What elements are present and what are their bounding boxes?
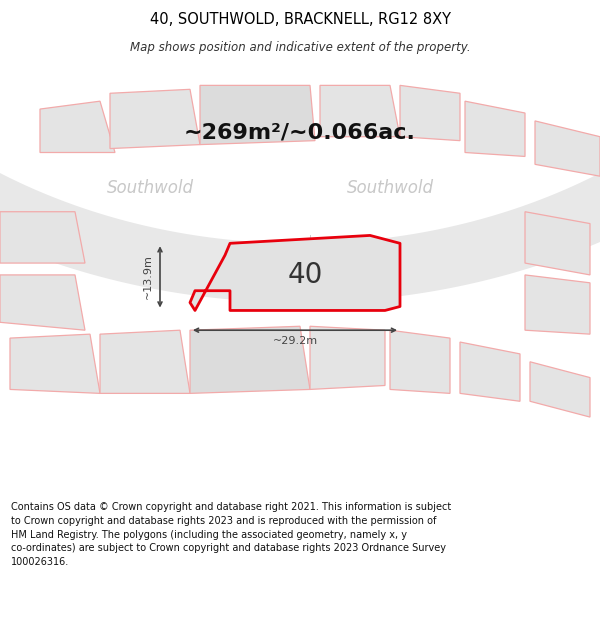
Polygon shape — [400, 86, 460, 141]
Polygon shape — [40, 101, 115, 152]
Polygon shape — [465, 101, 525, 156]
Text: Contains OS data © Crown copyright and database right 2021. This information is : Contains OS data © Crown copyright and d… — [11, 503, 451, 567]
Text: 40, SOUTHWOLD, BRACKNELL, RG12 8XY: 40, SOUTHWOLD, BRACKNELL, RG12 8XY — [149, 12, 451, 27]
Polygon shape — [525, 212, 590, 275]
Polygon shape — [10, 334, 100, 393]
Polygon shape — [0, 212, 85, 263]
Polygon shape — [0, 275, 85, 330]
Text: ~13.9m: ~13.9m — [143, 254, 152, 299]
Polygon shape — [190, 326, 310, 393]
Polygon shape — [525, 275, 590, 334]
Text: Southwold: Southwold — [347, 179, 433, 197]
Polygon shape — [460, 342, 520, 401]
Polygon shape — [530, 362, 590, 417]
Polygon shape — [100, 330, 190, 393]
Polygon shape — [535, 121, 600, 176]
Polygon shape — [390, 330, 450, 393]
Text: Southwold: Southwold — [107, 179, 193, 197]
Text: 40: 40 — [287, 261, 323, 289]
Polygon shape — [200, 86, 315, 144]
Text: ~29.2m: ~29.2m — [272, 336, 317, 346]
Polygon shape — [320, 86, 400, 137]
Polygon shape — [0, 0, 600, 302]
Polygon shape — [110, 89, 200, 149]
Polygon shape — [310, 326, 385, 389]
Text: Map shows position and indicative extent of the property.: Map shows position and indicative extent… — [130, 41, 470, 54]
Polygon shape — [190, 236, 400, 311]
Text: ~269m²/~0.066ac.: ~269m²/~0.066ac. — [184, 122, 416, 142]
